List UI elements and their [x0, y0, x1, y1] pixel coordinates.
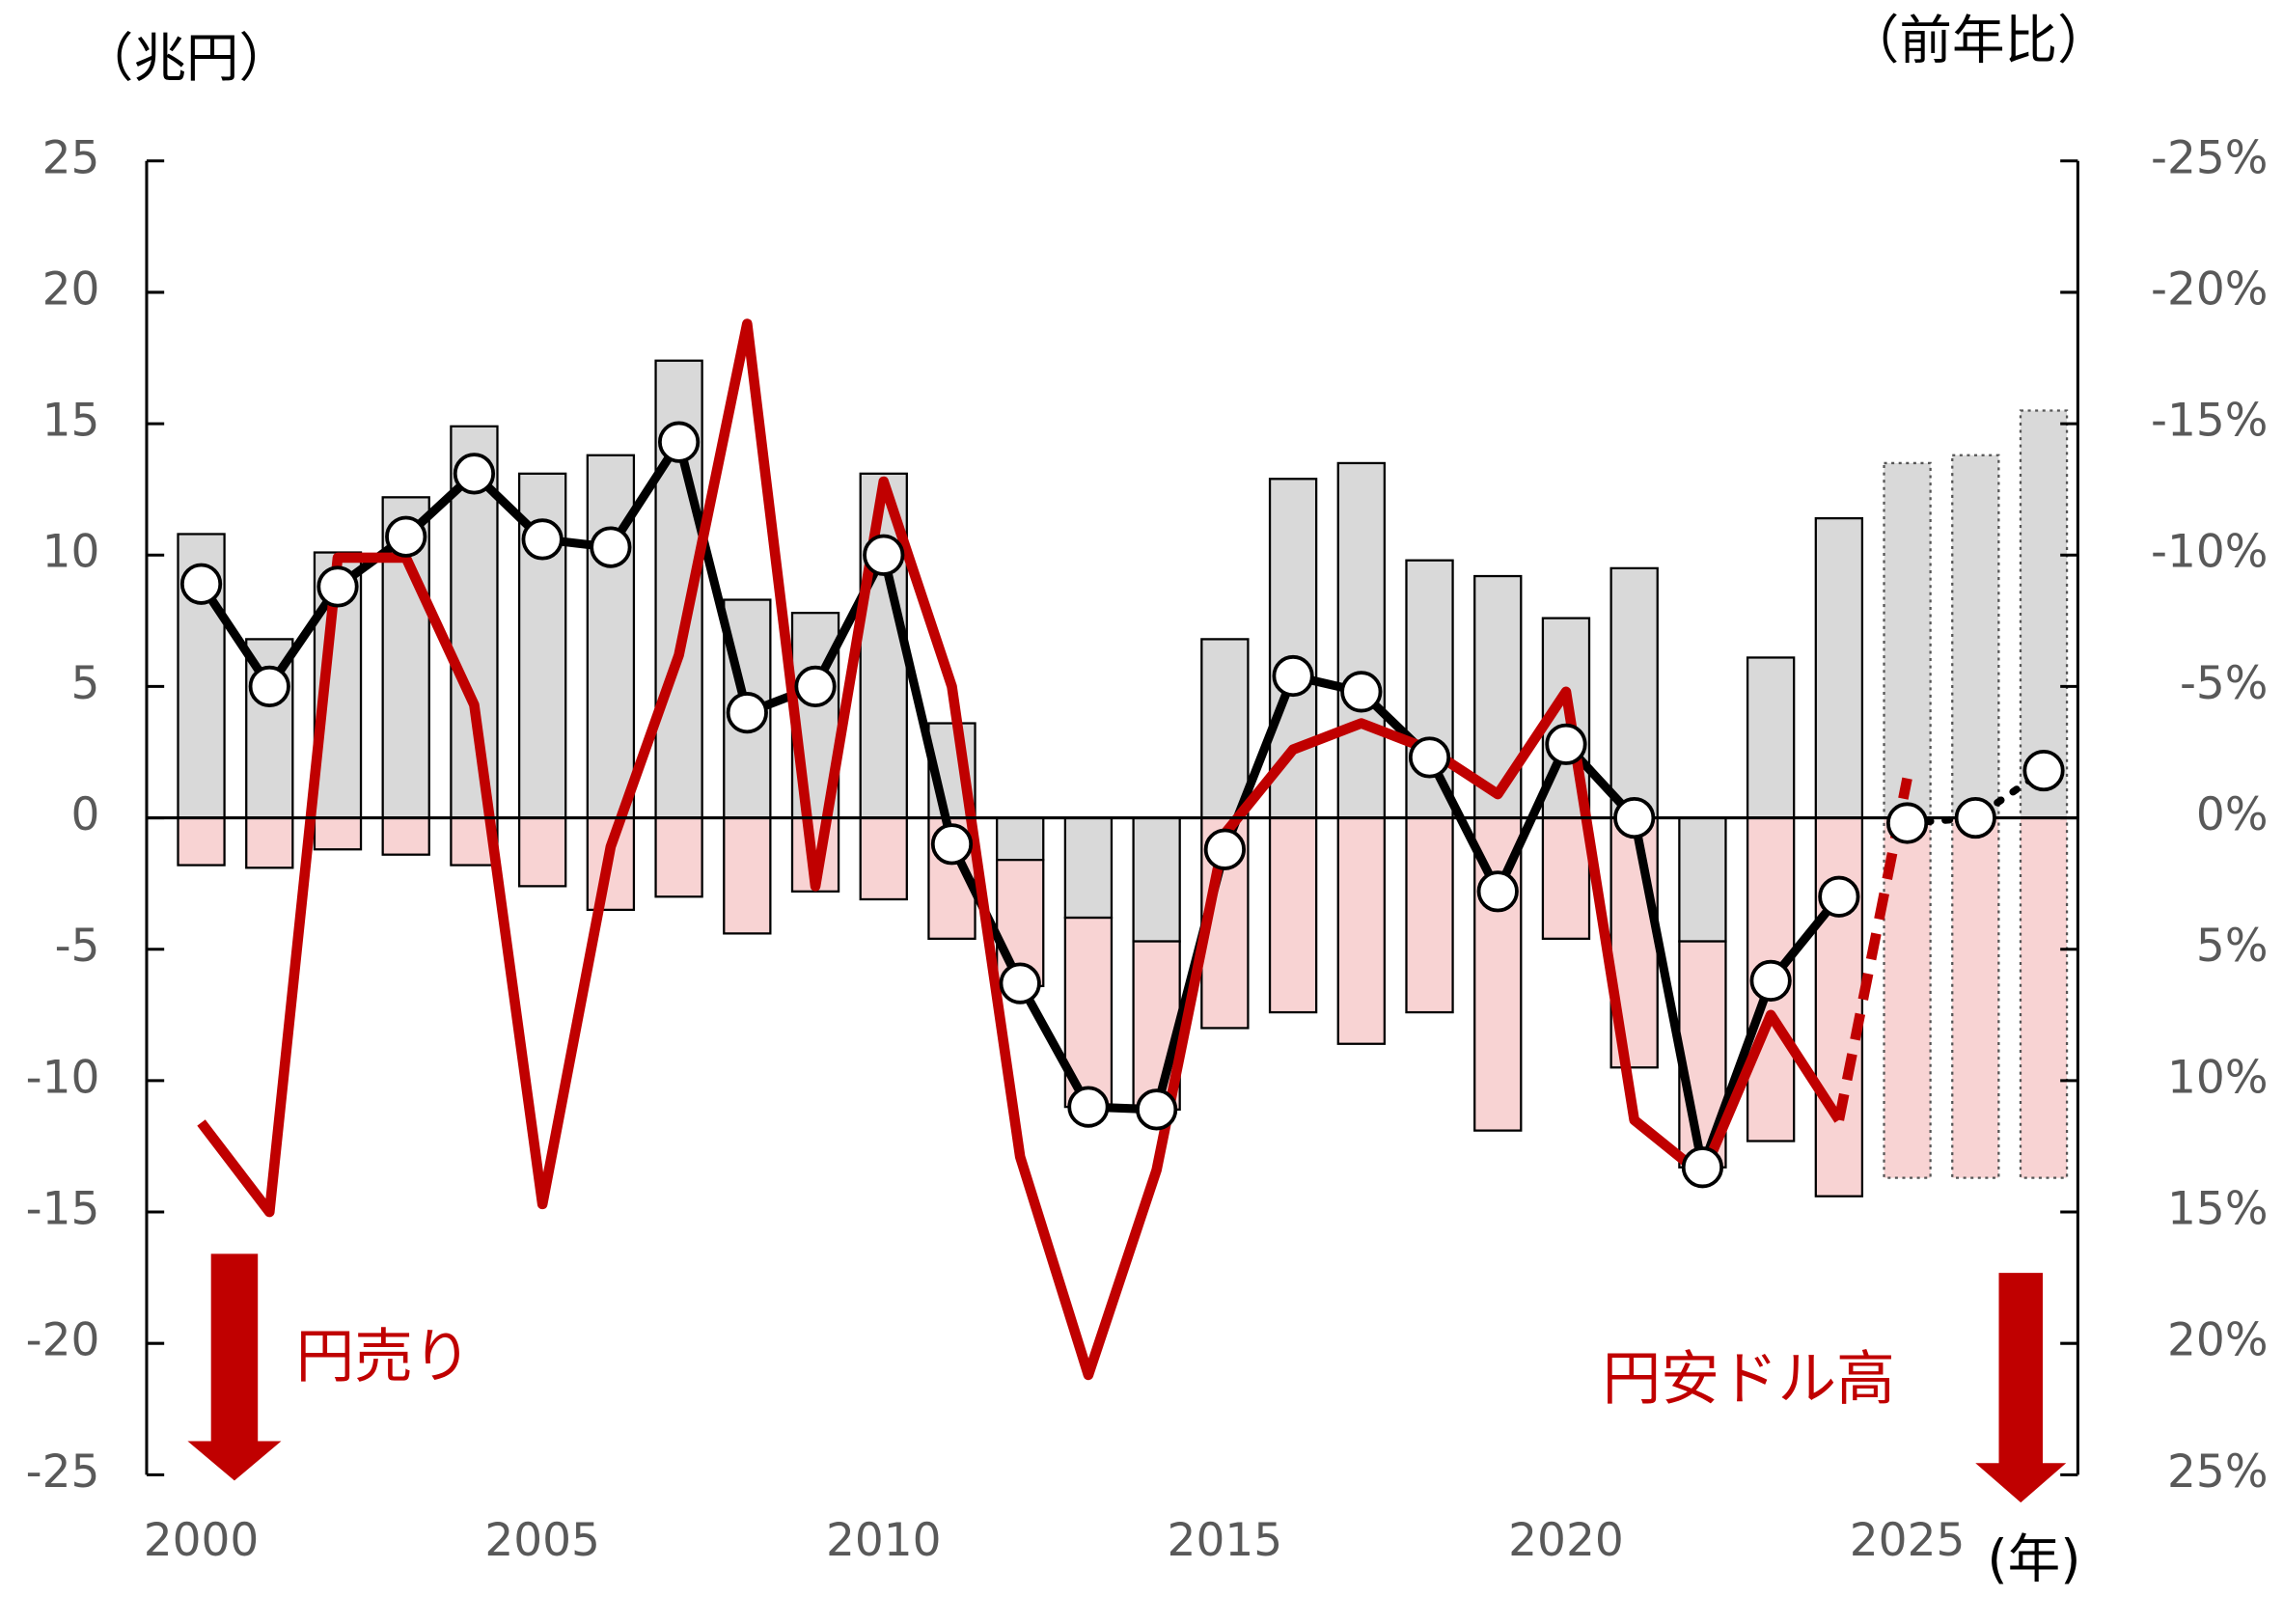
y2-tick-label: 20%: [2167, 1314, 2268, 1367]
y2-tick-label: 25%: [2167, 1445, 2268, 1499]
arrow: [1975, 1273, 2067, 1503]
bar: [313, 816, 363, 851]
bar: [1200, 638, 1250, 819]
bar: [245, 816, 294, 869]
marker: [2022, 749, 2065, 792]
line: [197, 318, 1844, 1381]
y2-tick-label: -5%: [2180, 657, 2269, 710]
y2-tick-label: 15%: [2167, 1183, 2268, 1236]
bar: [177, 816, 226, 867]
bar: [1609, 566, 1659, 819]
marker: [521, 518, 564, 561]
marker: [863, 534, 905, 576]
y2-axis-label: （前年比）: [1847, 10, 2110, 71]
x-axis-label: (年): [1987, 1528, 2080, 1589]
marker: [385, 515, 427, 558]
y2-tick-label: 0%: [2196, 788, 2269, 841]
bar: [1063, 816, 1114, 920]
marker: [794, 665, 837, 708]
bar: [1132, 816, 1181, 943]
axes: 2520151050-5-10-15-20-25-25%-20%-15%-10%…: [26, 131, 2269, 1567]
marker: [1818, 875, 1860, 918]
annotation: 円売り: [296, 1324, 472, 1391]
y2-tick-label: -20%: [2151, 262, 2268, 316]
bar: [859, 816, 908, 901]
marker: [1203, 828, 1246, 870]
marker: [657, 421, 701, 463]
bar: [586, 454, 636, 819]
x-tick-label: 2000: [144, 1514, 260, 1567]
x-tick-label: 2015: [1168, 1514, 1283, 1567]
y-tick-label: 5: [71, 657, 100, 710]
bar: [1405, 559, 1454, 819]
marker: [1613, 796, 1656, 840]
bar: [1541, 816, 1591, 940]
marker: [930, 823, 974, 866]
marker: [726, 692, 768, 734]
bar: [1951, 816, 2000, 1179]
y2-tick-label: -10%: [2151, 526, 2268, 579]
marker: [1545, 723, 1587, 765]
line: [1903, 766, 2048, 827]
bar: [1746, 656, 1796, 819]
bar: [586, 816, 636, 912]
marker: [590, 526, 632, 568]
bar: [1883, 461, 1932, 819]
marker: [1340, 671, 1383, 713]
bar: [723, 816, 772, 935]
bar: [1268, 816, 1318, 1014]
bar: [2019, 816, 2069, 1179]
marker: [1136, 1088, 1178, 1131]
marker: [1749, 959, 1792, 1003]
y-tick-label: 10: [42, 526, 100, 579]
arrow: [187, 1253, 282, 1481]
marker: [1476, 870, 1519, 913]
marker: [453, 453, 496, 495]
bar: [654, 816, 703, 898]
y2-tick-label: -25%: [2151, 131, 2268, 184]
marker: [1067, 1086, 1110, 1128]
markers: [179, 421, 2065, 1189]
line: [197, 437, 1843, 1172]
y-tick-label: -5: [55, 920, 100, 973]
y-tick-label: -15: [26, 1183, 100, 1236]
marker: [248, 665, 290, 708]
marker: [1408, 736, 1451, 779]
y2-tick-label: 10%: [2167, 1051, 2268, 1104]
marker: [999, 962, 1041, 1005]
y2-tick-label: -15%: [2151, 395, 2268, 448]
y-tick-label: 25: [42, 131, 100, 184]
bar: [517, 816, 567, 888]
bar: [1951, 454, 2000, 819]
marker: [316, 565, 359, 608]
x-tick-label: 2025: [1850, 1514, 1966, 1567]
bar: [1814, 816, 1864, 1197]
marker: [1681, 1146, 1724, 1189]
y-tick-label: 0: [71, 788, 100, 841]
bar: [381, 816, 430, 856]
bar: [1814, 516, 1864, 819]
y-tick-label: -10: [26, 1051, 100, 1104]
annotation: 円安ドル高: [1603, 1345, 1895, 1413]
marker: [1885, 802, 1929, 844]
marker: [1272, 654, 1314, 698]
y2-tick-label: 5%: [2196, 920, 2269, 973]
bar: [1336, 461, 1386, 819]
x-tick-label: 2005: [484, 1514, 600, 1567]
y-axis-label: （兆円）: [81, 27, 291, 89]
marker: [179, 563, 223, 605]
y-tick-label: 15: [42, 395, 100, 448]
y-tick-label: -20: [26, 1314, 100, 1367]
x-tick-label: 2010: [826, 1514, 942, 1567]
x-tick-label: 2020: [1508, 1514, 1624, 1567]
y-tick-label: 20: [42, 262, 100, 316]
bar: [1336, 816, 1386, 1045]
bar: [1405, 816, 1454, 1014]
bar: [996, 816, 1045, 862]
marker: [1954, 796, 1996, 840]
bar: [1678, 816, 1727, 943]
y-tick-label: -25: [26, 1445, 100, 1499]
